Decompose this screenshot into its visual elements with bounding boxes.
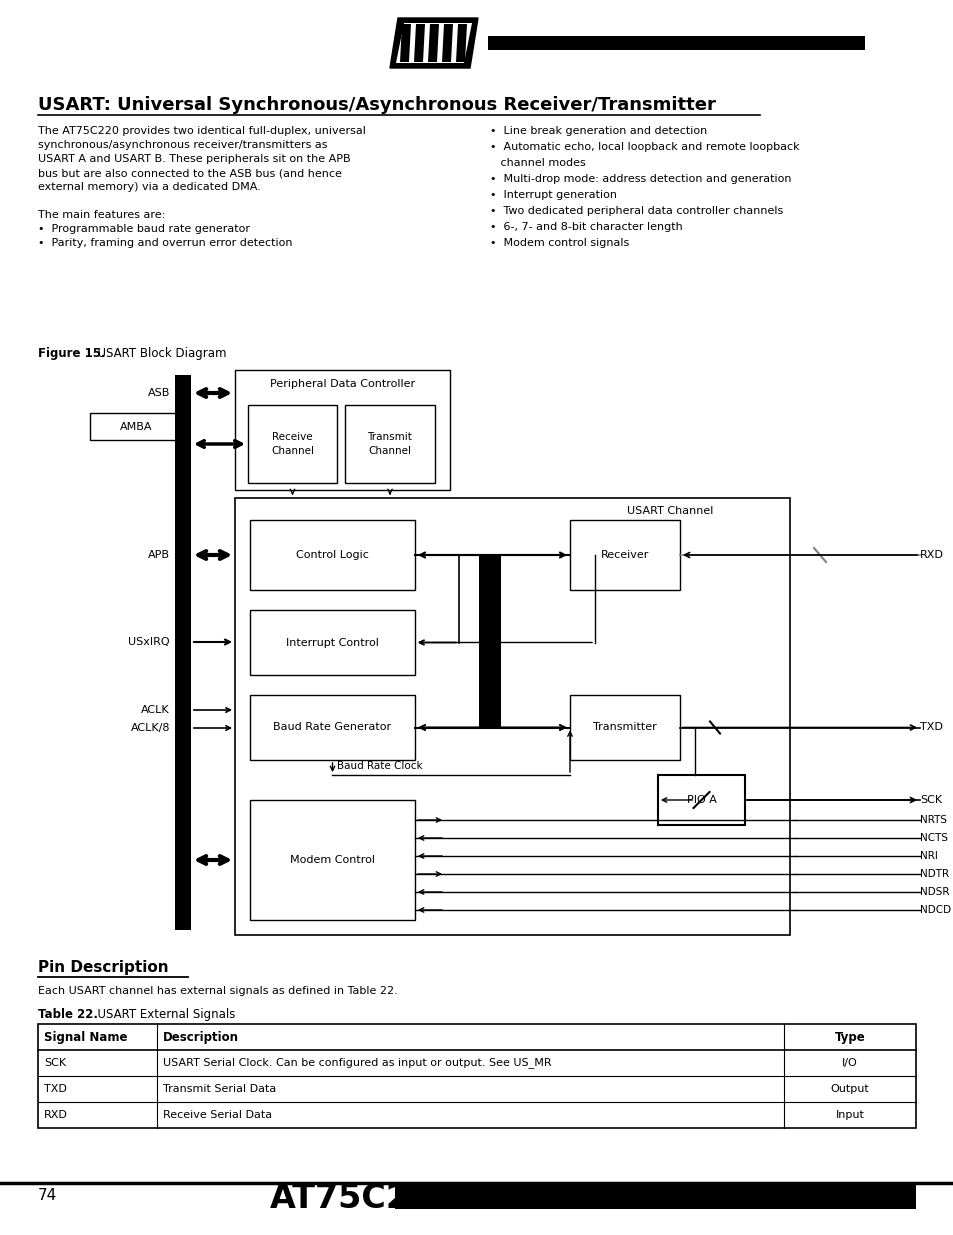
- Text: Transmitter: Transmitter: [593, 722, 657, 732]
- Text: Transmit
Channel: Transmit Channel: [367, 432, 412, 456]
- Polygon shape: [399, 23, 411, 62]
- Text: •  Interrupt generation: • Interrupt generation: [490, 190, 617, 200]
- Bar: [569, 520, 679, 590]
- Text: Table 22.: Table 22.: [38, 1008, 98, 1021]
- Text: Output: Output: [830, 1084, 868, 1094]
- Bar: [38, 1024, 915, 1050]
- Text: synchronous/asynchronous receiver/transmitters as: synchronous/asynchronous receiver/transm…: [38, 140, 327, 149]
- Polygon shape: [428, 23, 438, 62]
- Bar: [90, 412, 183, 440]
- Text: •  Line break generation and detection: • Line break generation and detection: [490, 126, 706, 136]
- Text: •  Automatic echo, local loopback and remote loopback: • Automatic echo, local loopback and rem…: [490, 142, 799, 152]
- Text: external memory) via a dedicated DMA.: external memory) via a dedicated DMA.: [38, 182, 260, 191]
- Text: APB: APB: [148, 550, 170, 559]
- Bar: [569, 695, 679, 760]
- Polygon shape: [414, 23, 424, 62]
- Text: •  Two dedicated peripheral data controller channels: • Two dedicated peripheral data controll…: [490, 206, 782, 216]
- Text: Each USART channel has external signals as defined in Table 22.: Each USART channel has external signals …: [38, 986, 397, 995]
- Text: I/O: I/O: [841, 1058, 857, 1068]
- Text: AT75C220: AT75C220: [270, 1182, 456, 1215]
- Text: bus but are also connected to the ASB bus (and hence: bus but are also connected to the ASB bu…: [38, 168, 341, 178]
- Text: NRI: NRI: [919, 851, 937, 861]
- Text: NDTR: NDTR: [919, 869, 948, 879]
- Text: Modem Control: Modem Control: [290, 855, 375, 864]
- Text: SCK: SCK: [919, 795, 942, 805]
- Text: ASB: ASB: [148, 388, 170, 398]
- Text: Description: Description: [162, 1030, 238, 1044]
- Text: The main features are:: The main features are:: [38, 210, 165, 220]
- Bar: [478, 555, 500, 727]
- Text: Transmit Serial Data: Transmit Serial Data: [162, 1084, 275, 1094]
- Text: 74: 74: [38, 1188, 57, 1203]
- Bar: [250, 800, 415, 920]
- Bar: [395, 1183, 915, 1209]
- Text: Baud Rate Generator: Baud Rate Generator: [274, 722, 391, 732]
- Text: RXD: RXD: [919, 550, 943, 559]
- Text: NCTS: NCTS: [919, 832, 947, 844]
- Text: •  Parity, framing and overrun error detection: • Parity, framing and overrun error dete…: [38, 238, 293, 248]
- Text: TXD: TXD: [44, 1084, 67, 1094]
- Text: USART A and USART B. These peripherals sit on the APB: USART A and USART B. These peripherals s…: [38, 154, 351, 164]
- Text: Signal Name: Signal Name: [44, 1030, 128, 1044]
- Text: USART: Universal Synchronous/Asynchronous Receiver/Transmitter: USART: Universal Synchronous/Asynchronou…: [38, 96, 715, 114]
- Text: Control Logic: Control Logic: [295, 550, 369, 559]
- Text: •  Programmable baud rate generator: • Programmable baud rate generator: [38, 224, 250, 233]
- Text: SCK: SCK: [44, 1058, 66, 1068]
- Text: Receive Serial Data: Receive Serial Data: [162, 1110, 272, 1120]
- Text: USART Block Diagram: USART Block Diagram: [90, 347, 226, 359]
- Text: Figure 15.: Figure 15.: [38, 347, 106, 359]
- Text: NDCD: NDCD: [919, 905, 950, 915]
- Text: ACLK/8: ACLK/8: [131, 722, 170, 734]
- Text: TXD: TXD: [919, 722, 942, 732]
- Text: Baud Rate Clock: Baud Rate Clock: [337, 761, 423, 771]
- Text: channel modes: channel modes: [490, 158, 585, 168]
- Bar: [248, 405, 336, 483]
- Text: Receiver: Receiver: [600, 550, 648, 559]
- Text: USxIRQ: USxIRQ: [129, 637, 170, 647]
- Text: NRTS: NRTS: [919, 815, 946, 825]
- Text: ACLK: ACLK: [141, 705, 170, 715]
- Text: USART Channel: USART Channel: [626, 506, 713, 516]
- Text: Receive
Channel: Receive Channel: [271, 432, 314, 456]
- Bar: [250, 695, 415, 760]
- Text: RXD: RXD: [44, 1110, 68, 1120]
- Bar: [234, 498, 789, 935]
- Bar: [250, 610, 415, 676]
- Text: Peripheral Data Controller: Peripheral Data Controller: [270, 379, 415, 389]
- Text: Type: Type: [834, 1030, 864, 1044]
- Text: Interrupt Control: Interrupt Control: [286, 637, 378, 647]
- Text: Pin Description: Pin Description: [38, 960, 169, 974]
- Polygon shape: [456, 23, 467, 62]
- Text: Input: Input: [835, 1110, 863, 1120]
- Text: AMBA: AMBA: [120, 421, 152, 431]
- Bar: [345, 405, 435, 483]
- Polygon shape: [441, 23, 453, 62]
- Bar: [38, 1024, 915, 1128]
- Text: USART Serial Clock. Can be configured as input or output. See US_MR: USART Serial Clock. Can be configured as…: [162, 1057, 551, 1068]
- Text: •  Modem control signals: • Modem control signals: [490, 238, 629, 248]
- Polygon shape: [390, 19, 477, 68]
- Bar: [488, 36, 864, 49]
- Text: The AT75C220 provides two identical full-duplex, universal: The AT75C220 provides two identical full…: [38, 126, 366, 136]
- Bar: [174, 375, 191, 930]
- Text: PIO A: PIO A: [686, 795, 716, 805]
- Text: •  6-, 7- and 8-bit character length: • 6-, 7- and 8-bit character length: [490, 222, 682, 232]
- Text: •  Multi-drop mode: address detection and generation: • Multi-drop mode: address detection and…: [490, 174, 791, 184]
- Bar: [234, 370, 450, 490]
- Text: USART External Signals: USART External Signals: [90, 1008, 235, 1021]
- Text: NDSR: NDSR: [919, 887, 948, 897]
- Polygon shape: [395, 23, 472, 63]
- Bar: [250, 520, 415, 590]
- Bar: [658, 776, 744, 825]
